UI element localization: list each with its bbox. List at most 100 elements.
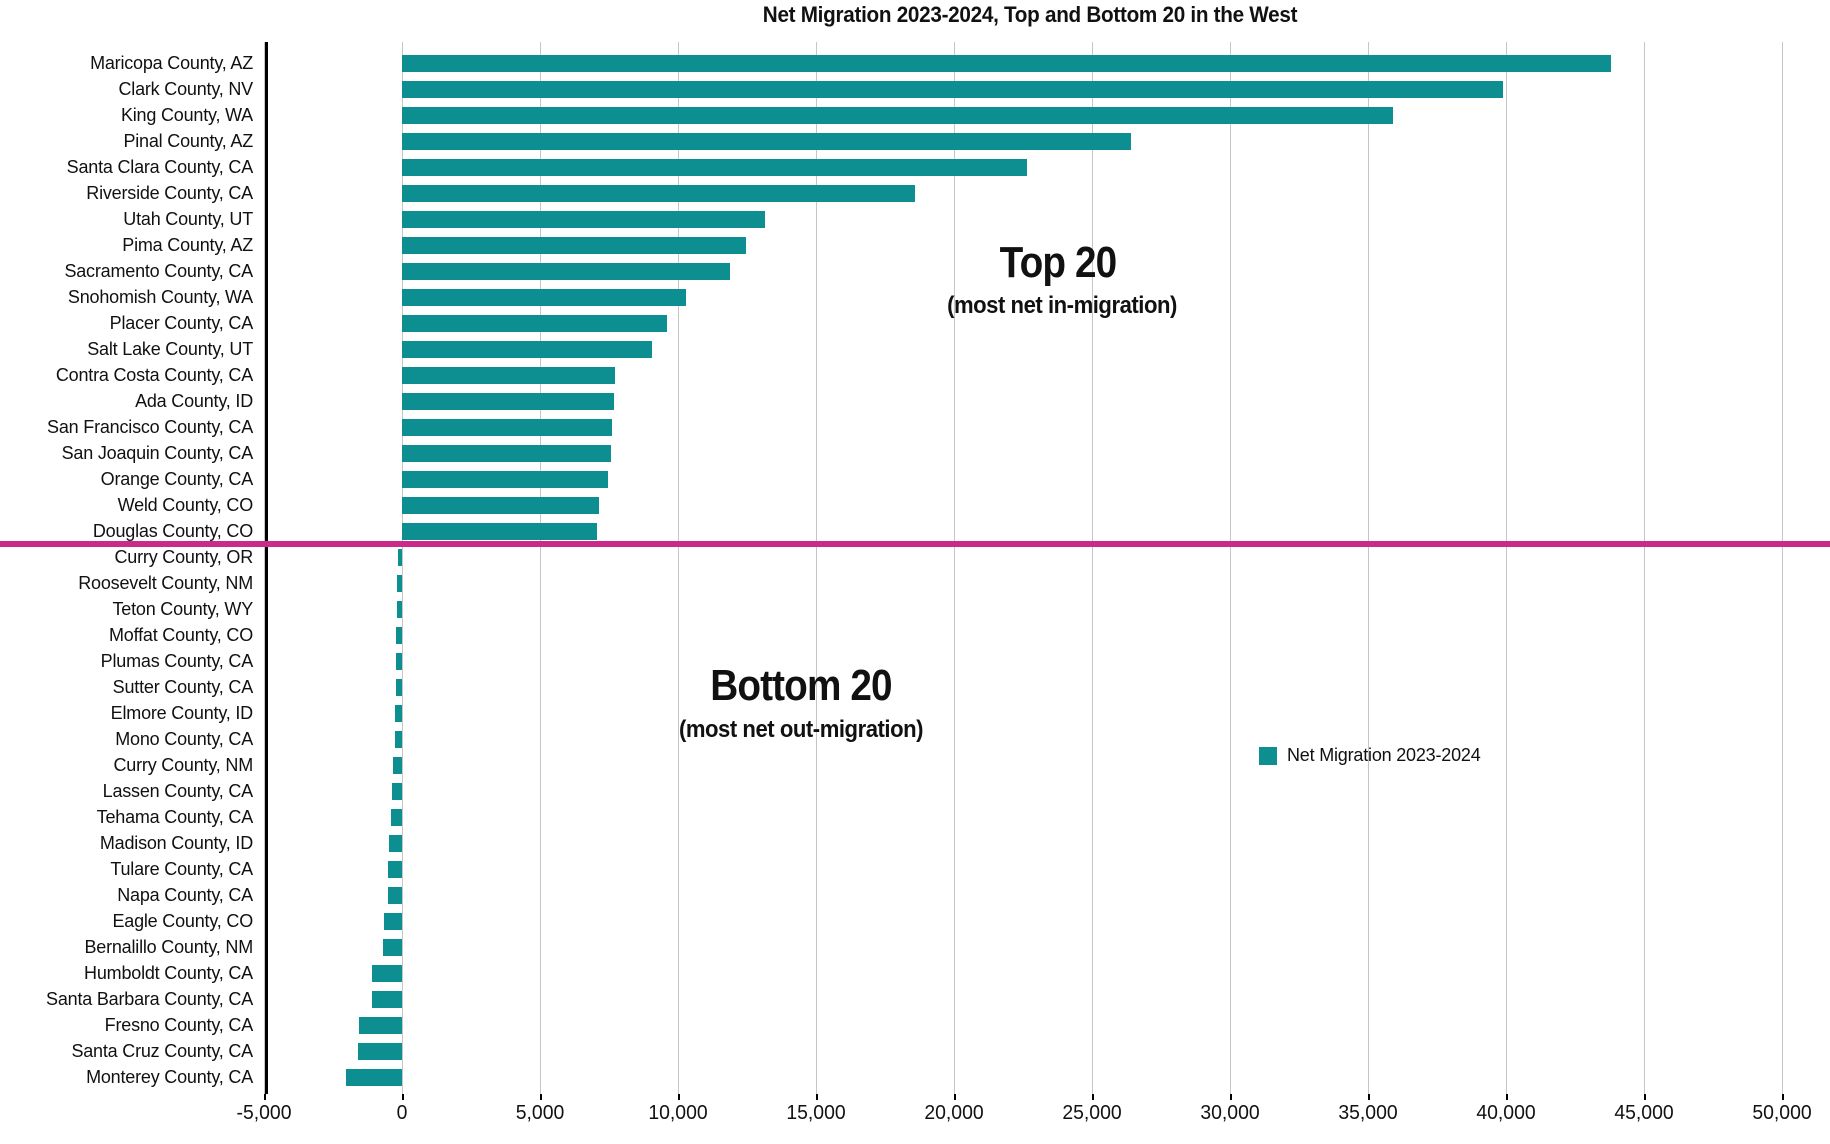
- county-label: Douglas County, CO: [92, 521, 253, 541]
- bar: [402, 496, 599, 514]
- bar: [396, 600, 402, 618]
- chart-title: Net Migration 2023-2024, Top and Bottom …: [762, 2, 1298, 27]
- bar: [402, 184, 916, 202]
- county-label: Santa Clara County, CA: [66, 157, 254, 177]
- county-label: Napa County, CA: [117, 885, 253, 905]
- x-axis-tick: [816, 1094, 818, 1100]
- bar: [402, 158, 1028, 176]
- bar: [395, 678, 402, 696]
- x-axis-tick-label: 45,000: [1614, 1102, 1674, 1124]
- county-label: Moffat County, CO: [109, 625, 253, 645]
- x-axis-tick: [402, 1094, 404, 1100]
- x-axis-tick: [1644, 1094, 1646, 1100]
- county-label: San Joaquin County, CA: [61, 443, 254, 463]
- bar: [402, 418, 613, 436]
- legend-swatch-icon: [1259, 746, 1277, 765]
- county-label: Santa Barbara County, CA: [46, 989, 253, 1009]
- legend-label: Net Migration 2023-2024: [1287, 745, 1481, 765]
- bar: [402, 262, 730, 280]
- x-axis-tick: [954, 1094, 956, 1100]
- gridline: [1230, 42, 1231, 1094]
- county-label: Maricopa County, AZ: [90, 53, 253, 73]
- county-label: Bernalillo County, NM: [84, 937, 253, 957]
- county-label: San Francisco County, CA: [47, 417, 253, 437]
- county-label: Tehama County, CA: [96, 807, 254, 827]
- county-label: Mono County, CA: [115, 729, 253, 749]
- county-label: Riverside County, CA: [86, 183, 253, 203]
- bar: [383, 938, 402, 956]
- county-label: Sutter County, CA: [112, 677, 254, 697]
- county-label: Plumas County, CA: [100, 651, 254, 671]
- bottom-20-annotation-subtitle: (most net out-migration): [678, 716, 924, 743]
- x-axis-tick: [1782, 1094, 1784, 1100]
- top-bottom-divider-line: [0, 541, 1830, 547]
- gridline: [1644, 42, 1645, 1094]
- bar: [390, 808, 402, 826]
- county-label: Madison County, ID: [99, 833, 253, 853]
- legend: Net Migration 2023-2024: [1259, 745, 1481, 766]
- x-axis-tick: [1230, 1094, 1232, 1100]
- county-label: Humboldt County, CA: [84, 963, 253, 983]
- county-label: Eagle County, CO: [112, 911, 253, 931]
- bar: [402, 80, 1504, 98]
- gridline: [1368, 42, 1369, 1094]
- county-label: Lassen County, CA: [102, 781, 254, 801]
- county-label: Contra Costa County, CA: [55, 365, 253, 385]
- x-axis-tick-label: 15,000: [786, 1102, 846, 1124]
- bar: [397, 548, 402, 566]
- bar: [395, 704, 402, 722]
- gridline: [402, 42, 403, 1094]
- bar: [394, 730, 402, 748]
- x-axis-tick: [678, 1094, 680, 1100]
- county-label: Elmore County, ID: [110, 703, 254, 723]
- bar: [358, 1016, 402, 1034]
- bar: [395, 652, 402, 670]
- x-axis-tick: [1092, 1094, 1094, 1100]
- x-axis-tick-label: -5,000: [236, 1102, 292, 1124]
- gridline: [954, 42, 955, 1094]
- gridline: [816, 42, 817, 1094]
- bottom-20-annotation-heading: Bottom 20: [710, 661, 892, 710]
- bar: [396, 626, 402, 644]
- county-label: Pima County, AZ: [122, 235, 253, 255]
- county-label: Weld County, CO: [117, 495, 254, 515]
- bar: [402, 106, 1393, 124]
- county-label: Orange County, CA: [100, 469, 254, 489]
- x-axis-tick-label: 40,000: [1476, 1102, 1536, 1124]
- bar: [402, 236, 746, 254]
- county-label: Fresno County, CA: [104, 1015, 254, 1035]
- x-axis-tick: [264, 1094, 266, 1100]
- bar: [402, 366, 615, 384]
- x-axis-tick-label: 35,000: [1338, 1102, 1398, 1124]
- county-label: Curry County, NM: [113, 755, 254, 775]
- bar: [402, 288, 686, 306]
- county-label: Teton County, WY: [112, 599, 253, 619]
- x-axis-tick-label: 5,000: [515, 1102, 565, 1124]
- bar: [392, 782, 402, 800]
- county-label: Ada County, ID: [135, 391, 253, 411]
- x-axis-tick-label: 50,000: [1752, 1102, 1812, 1124]
- bar: [402, 522, 598, 540]
- y-axis-line: [265, 42, 268, 1094]
- county-label: Utah County, UT: [123, 209, 253, 229]
- bar: [402, 314, 667, 332]
- bar: [388, 860, 402, 878]
- bar: [402, 54, 1611, 72]
- bar: [402, 392, 614, 410]
- county-label: Roosevelt County, NM: [78, 573, 253, 593]
- bar: [372, 964, 402, 982]
- gridline: [264, 42, 265, 1094]
- bar: [402, 444, 611, 462]
- gridline: [1782, 42, 1783, 1094]
- x-axis-tick-label: 0: [396, 1102, 408, 1124]
- bar: [389, 834, 402, 852]
- county-label: Placer County, CA: [109, 313, 254, 333]
- county-label: Salt Lake County, UT: [87, 339, 253, 359]
- county-label: Pinal County, AZ: [123, 131, 253, 151]
- bar: [387, 886, 402, 904]
- gridline: [540, 42, 541, 1094]
- x-axis-tick-label: 30,000: [1200, 1102, 1260, 1124]
- county-label: Santa Cruz County, CA: [71, 1041, 253, 1061]
- x-axis-tick-label: 20,000: [924, 1102, 984, 1124]
